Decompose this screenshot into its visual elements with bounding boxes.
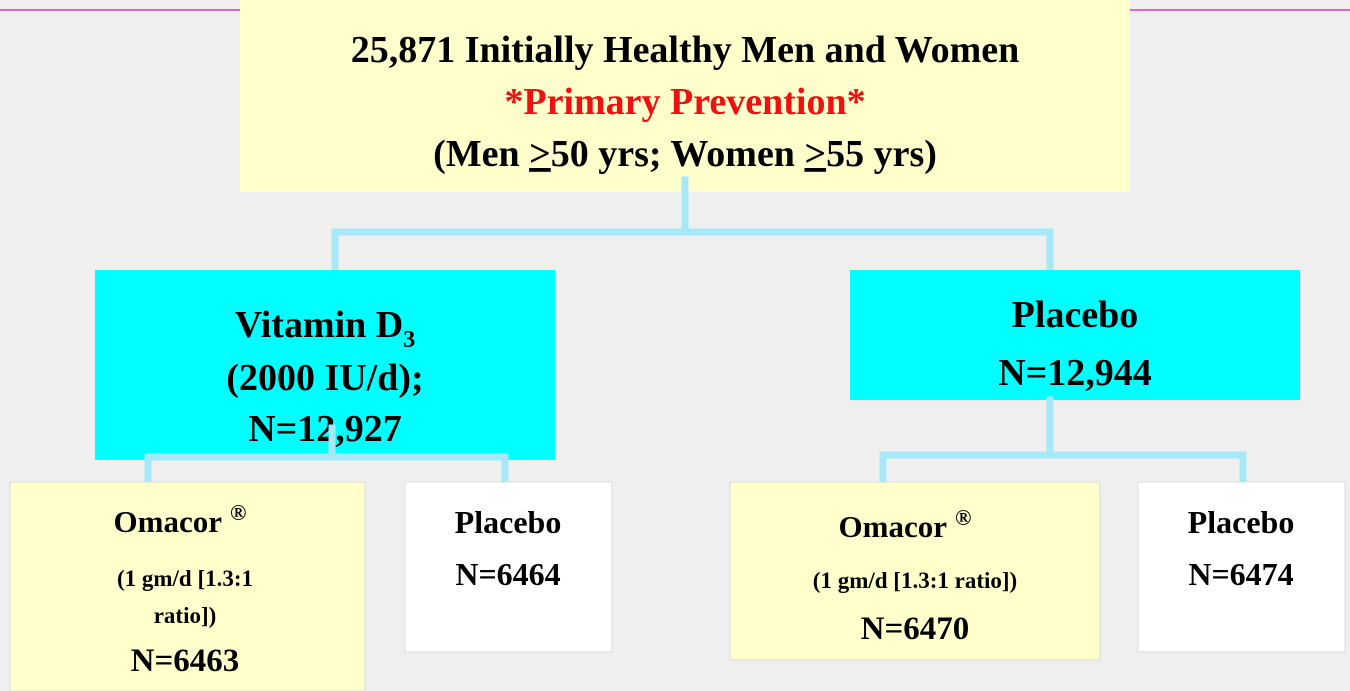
superscript: ® (230, 500, 246, 525)
node-dose: ratio]) (154, 603, 217, 628)
vitamin-box (95, 270, 555, 460)
node-title: Placebo (455, 504, 562, 540)
node-title: Placebo (1188, 504, 1295, 540)
node-n: N=6470 (861, 611, 970, 647)
superscript: ® (955, 505, 971, 530)
node-dose: (1 gm/d [1.3:1 (117, 566, 253, 591)
root-line: 25,871 Initially Healthy Men and Women (351, 29, 1020, 71)
node-title: Omacor ® (114, 500, 247, 539)
text-part: Omacor (839, 509, 948, 544)
omacor-box (729, 481, 1101, 661)
text-part: (Men (433, 133, 529, 175)
node-title: Vitamin D3 (235, 304, 416, 353)
node-n: N=6463 (131, 643, 240, 679)
text-part: 50 yrs; Women (551, 133, 805, 175)
node-n: N=12,927 (248, 408, 402, 450)
placebo-box (850, 270, 1300, 400)
node-n: N=12,944 (998, 352, 1152, 394)
connector (331, 176, 1054, 272)
text-part: Vitamin D (235, 304, 404, 346)
text-part: > (804, 133, 826, 175)
node-dose: (1 gm/d [1.3:1 ratio]) (813, 568, 1017, 593)
node-title: Omacor ® (839, 505, 972, 544)
subscript: 3 (403, 327, 415, 353)
root-line: *Primary Prevention* (504, 81, 865, 123)
text-part: Omacor (114, 504, 223, 539)
root-line: (Men >50 yrs; Women >55 yrs) (433, 133, 937, 175)
connector (879, 396, 1247, 488)
node-n: N=6474 (1188, 556, 1293, 592)
connector (144, 424, 509, 488)
placebo-sub-box (1137, 481, 1346, 653)
node-title: Placebo (1012, 294, 1139, 336)
text-part: > (529, 133, 551, 175)
text-part: 55 yrs) (826, 133, 937, 175)
placebo-sub-box (404, 481, 613, 653)
node-dose: (2000 IU/d); (226, 357, 423, 399)
omacor-box (9, 481, 366, 691)
node-n: N=6464 (455, 556, 560, 592)
root-box (240, 0, 1130, 192)
